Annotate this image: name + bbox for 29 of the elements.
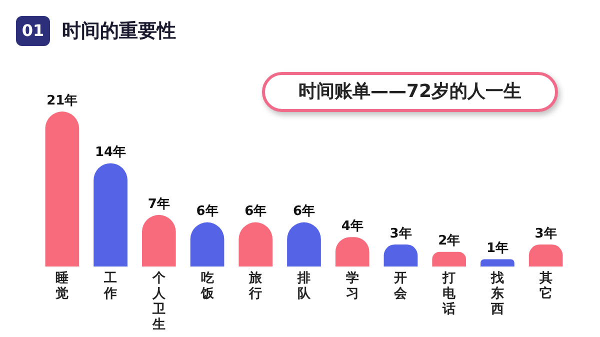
- data-label: 14年: [95, 145, 126, 160]
- x-tick-label: 工作: [103, 270, 118, 302]
- x-tick-label: 找东西: [490, 270, 504, 317]
- x-tick-label: 旅行: [248, 270, 264, 302]
- data-label: 6年: [292, 204, 316, 220]
- bar: [480, 259, 514, 267]
- bar: [94, 163, 128, 267]
- data-label: 2年: [438, 234, 460, 249]
- data-label: 6年: [196, 204, 218, 220]
- x-tick-label: 睡觉: [54, 270, 69, 302]
- data-label: 21年: [46, 93, 78, 108]
- data-label: 1年: [486, 241, 508, 256]
- x-tick-label: 排队: [296, 270, 312, 302]
- x-tick-label: 开会: [393, 270, 408, 302]
- chart-subtitle: 时间账单——72岁的人一生: [262, 72, 558, 112]
- x-tick-label: 吃饭: [200, 270, 215, 302]
- data-label: 3年: [534, 226, 557, 242]
- data-label: 7年: [148, 196, 170, 212]
- x-tick-label: 其它: [538, 270, 552, 302]
- x-tick-label: 打电话: [442, 270, 457, 317]
- x-tick-label: 个人卫生: [151, 270, 166, 333]
- x-tick-label: 学习: [346, 270, 359, 302]
- text: 01: [16, 16, 50, 46]
- data-label: 6年: [244, 204, 267, 220]
- bar: [45, 112, 80, 267]
- bar: [432, 252, 466, 267]
- data-label: 3年: [390, 226, 412, 242]
- data-label: 4年: [341, 218, 364, 234]
- chart-title: 时间的重要性: [62, 19, 176, 44]
